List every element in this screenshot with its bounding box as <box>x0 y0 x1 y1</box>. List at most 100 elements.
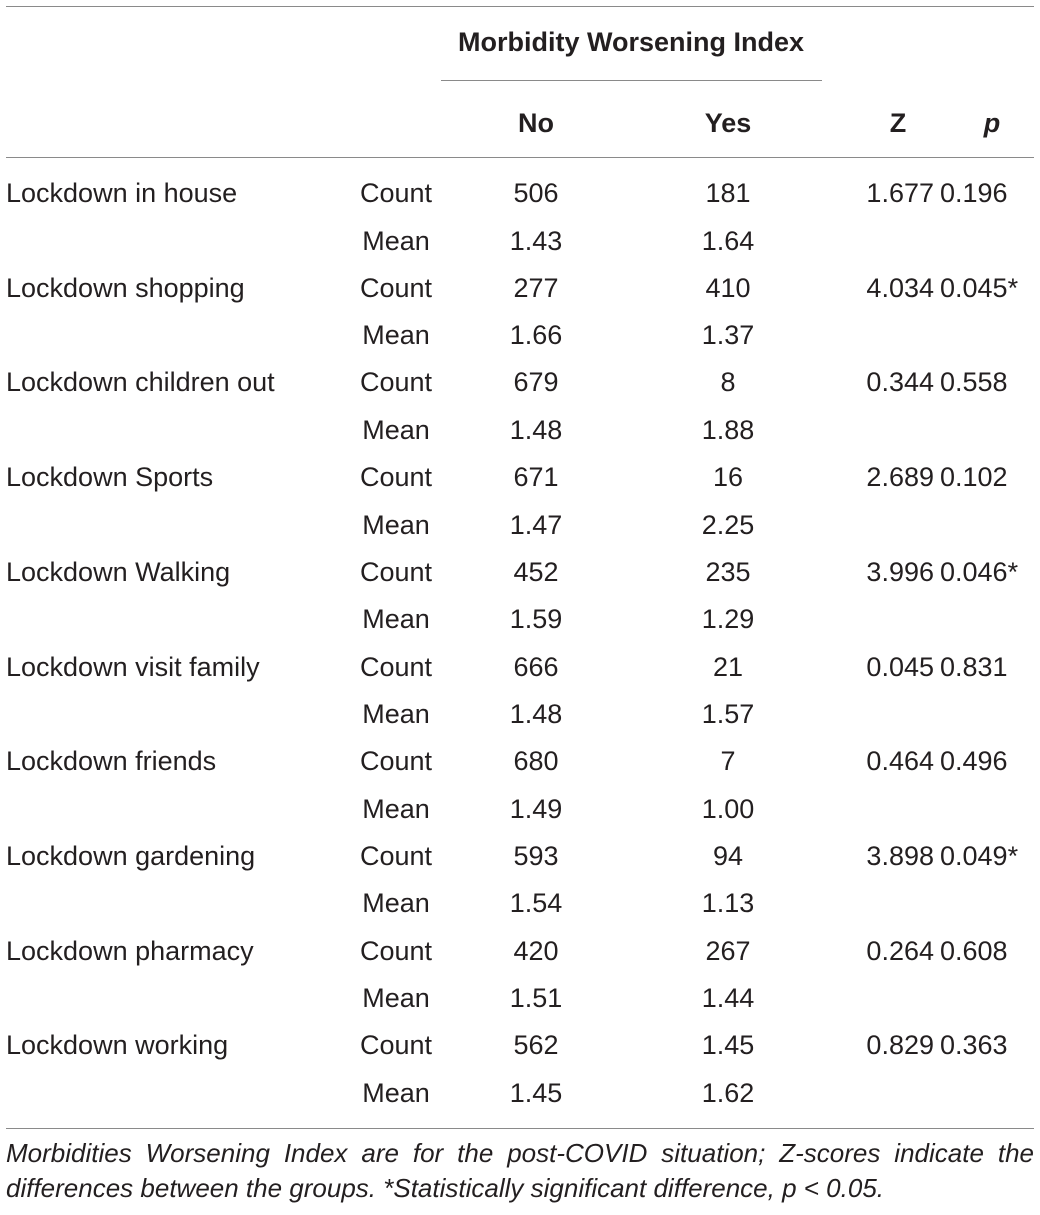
cell-no: 1.59 <box>509 604 563 634</box>
cell-yes: 1.00 <box>701 794 755 824</box>
group-header-morbidity-worsening-index: Morbidity Worsening Index <box>457 27 805 57</box>
stat-label: Mean <box>362 510 430 540</box>
cell-z: 3.996 <box>866 557 934 587</box>
stat-label: Count <box>359 273 433 303</box>
cell-yes: 235 <box>705 557 751 587</box>
cell-no: 277 <box>513 273 559 303</box>
stat-label: Count <box>359 936 433 966</box>
table-bottom-rule <box>6 1128 1034 1129</box>
cell-yes: 1.13 <box>701 888 755 918</box>
cell-yes: 267 <box>705 936 751 966</box>
header-bottom-rule <box>6 157 1034 158</box>
row-label: Lockdown Sports <box>6 462 214 492</box>
cell-yes: 1.62 <box>701 1078 755 1108</box>
cell-no: 593 <box>513 841 559 871</box>
stat-label: Mean <box>362 604 430 634</box>
cell-no: 1.47 <box>509 510 563 540</box>
stat-label: Count <box>359 1030 433 1060</box>
cell-no: 680 <box>513 746 559 776</box>
cell-yes: 1.64 <box>701 226 755 256</box>
cell-p: 0.831 <box>940 652 1008 682</box>
cell-yes: 94 <box>712 841 744 871</box>
cell-z: 1.677 <box>866 178 934 208</box>
cell-p: 0.045* <box>940 273 1019 303</box>
cell-no: 1.43 <box>509 226 563 256</box>
cell-yes: 1.88 <box>701 415 755 445</box>
column-header-yes: Yes <box>704 108 752 138</box>
row-label: Lockdown working <box>6 1030 229 1060</box>
table-top-rule <box>6 6 1034 7</box>
cell-no: 671 <box>513 462 559 492</box>
cell-no: 666 <box>513 652 559 682</box>
stat-label: Count <box>359 367 433 397</box>
cell-z: 2.689 <box>866 462 934 492</box>
cell-yes: 1.57 <box>701 699 755 729</box>
stat-label: Count <box>359 746 433 776</box>
column-header-p: p <box>983 108 1001 138</box>
cell-no: 1.49 <box>509 794 563 824</box>
cell-yes: 410 <box>705 273 751 303</box>
stat-label: Count <box>359 462 433 492</box>
stat-label: Mean <box>362 699 430 729</box>
cell-p: 0.196 <box>940 178 1008 208</box>
row-label: Lockdown gardening <box>6 841 256 871</box>
cell-yes: 16 <box>712 462 744 492</box>
cell-p: 0.496 <box>940 746 1008 776</box>
row-label: Lockdown friends <box>6 746 217 776</box>
stat-label: Count <box>359 557 433 587</box>
stat-label: Mean <box>362 794 430 824</box>
cell-no: 1.45 <box>509 1078 563 1108</box>
cell-yes: 1.29 <box>701 604 755 634</box>
cell-no: 1.66 <box>509 320 563 350</box>
cell-z: 0.344 <box>866 367 934 397</box>
cell-z: 0.045 <box>866 652 934 682</box>
cell-yes: 2.25 <box>701 510 755 540</box>
cell-z: 0.464 <box>866 746 934 776</box>
cell-no: 1.48 <box>509 415 563 445</box>
stat-label: Mean <box>362 226 430 256</box>
cell-yes: 181 <box>705 178 751 208</box>
stat-label: Mean <box>362 415 430 445</box>
stat-label: Mean <box>362 320 430 350</box>
cell-p: 0.558 <box>940 367 1008 397</box>
row-label: Lockdown pharmacy <box>6 936 254 966</box>
cell-no: 562 <box>513 1030 559 1060</box>
cell-no: 506 <box>513 178 559 208</box>
cell-p: 0.046* <box>940 557 1019 587</box>
stat-label: Count <box>359 178 433 208</box>
cell-yes: 7 <box>720 746 736 776</box>
cell-yes: 21 <box>712 652 744 682</box>
row-label: Lockdown visit family <box>6 652 260 682</box>
cell-no: 1.48 <box>509 699 563 729</box>
cell-z: 0.829 <box>866 1030 934 1060</box>
cell-yes: 1.37 <box>701 320 755 350</box>
cell-yes: 1.45 <box>701 1030 755 1060</box>
row-label: Lockdown shopping <box>6 273 245 303</box>
cell-no: 679 <box>513 367 559 397</box>
cell-z: 0.264 <box>866 936 934 966</box>
stat-label: Count <box>359 841 433 871</box>
row-label: Lockdown in house <box>6 178 238 208</box>
cell-no: 1.51 <box>509 983 563 1013</box>
cell-z: 3.898 <box>866 841 934 871</box>
cell-yes: 8 <box>720 367 736 397</box>
table-footnote: Morbidities Worsening Index are for the … <box>6 1138 1034 1203</box>
row-label: Lockdown Walking <box>6 557 231 587</box>
cell-yes: 1.44 <box>701 983 755 1013</box>
cell-p: 0.608 <box>940 936 1008 966</box>
cell-no: 420 <box>513 936 559 966</box>
cell-p: 0.049* <box>940 841 1019 871</box>
cell-p: 0.363 <box>940 1030 1008 1060</box>
stat-label: Mean <box>362 888 430 918</box>
stat-label: Count <box>359 652 433 682</box>
cell-no: 1.54 <box>509 888 563 918</box>
row-label: Lockdown children out <box>6 367 275 397</box>
column-header-no: No <box>518 108 554 138</box>
stat-label: Mean <box>362 1078 430 1108</box>
stat-label: Mean <box>362 983 430 1013</box>
cell-p: 0.102 <box>940 462 1008 492</box>
cell-z: 4.034 <box>866 273 934 303</box>
column-header-z: Z <box>889 108 907 138</box>
cell-no: 452 <box>513 557 559 587</box>
group-header-underline <box>441 80 822 81</box>
